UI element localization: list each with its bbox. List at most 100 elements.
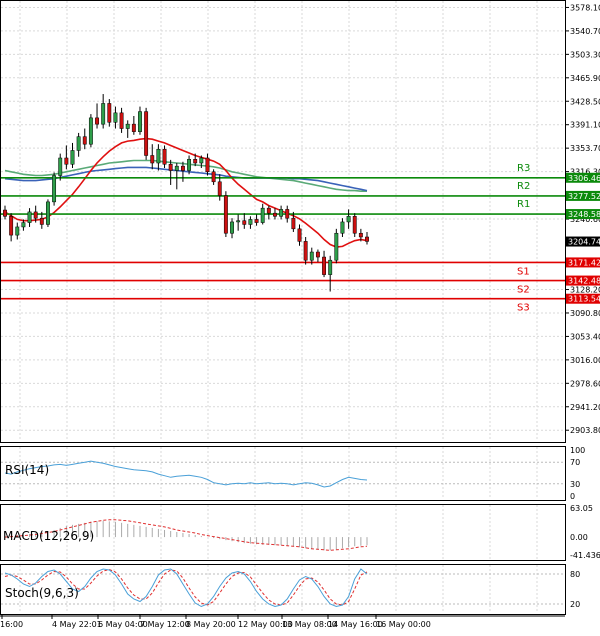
price-tick-label: 3353.70 [570, 144, 600, 153]
macd-signal-line [4, 519, 368, 551]
candle-body [101, 103, 106, 125]
pane-frame-rsi [0, 446, 566, 501]
candle-body [352, 216, 357, 234]
candle-body [223, 195, 228, 234]
candle-body [260, 207, 265, 223]
candle-body [52, 175, 57, 203]
candle-body [150, 155, 155, 164]
candle-body [266, 207, 271, 214]
ma-fast-line [4, 137, 368, 248]
level-price-box-R2 [566, 190, 600, 201]
macd-tick-label: -41.436 [570, 551, 600, 560]
macd-tick-label: 63.05 [570, 504, 593, 513]
pane-frame-main [0, 0, 566, 443]
pane-frame-macd [0, 504, 566, 561]
candle-body [39, 217, 44, 225]
candle-body [254, 219, 259, 223]
ma-slow-green-line [4, 159, 367, 192]
rsi-tick-label: 100 [570, 446, 585, 455]
price-tick-label: 3391.10 [570, 121, 600, 130]
level-name-R3: R3 [517, 163, 530, 174]
candle-body [315, 251, 320, 258]
candle-body [168, 164, 173, 171]
candle-body [340, 221, 345, 234]
level-price-box-S1 [566, 257, 600, 268]
candle-body [193, 158, 198, 164]
candle-body [236, 220, 241, 223]
candle-body [95, 117, 99, 125]
time-tick-label: 13 May 08:00 [282, 620, 337, 629]
price-tick-label: 3128.20 [570, 286, 600, 295]
level-price-box-S3 [566, 293, 600, 304]
ma-slow-blue-line [4, 166, 368, 192]
candle-body [76, 136, 81, 151]
candle-body [358, 232, 363, 238]
price-tick-label: 2941.20 [570, 403, 600, 412]
candle-body [205, 157, 210, 173]
level-name-S3: S3 [517, 303, 530, 314]
level-name-R1: R1 [517, 199, 530, 210]
candle-body [125, 123, 130, 129]
price-tick-label: 3316.30 [570, 168, 600, 177]
candle-body [303, 241, 308, 261]
price-tick-label: 3090.80 [570, 309, 600, 318]
price-tick-label: 3240.60 [570, 215, 600, 224]
candle-body [138, 111, 142, 132]
candle-body [365, 236, 369, 242]
level-name-S1: S1 [517, 266, 530, 277]
candle-body [33, 211, 38, 219]
candle-body [297, 228, 302, 242]
candle-body [273, 212, 277, 217]
price-tick-label: 3465.90 [570, 74, 600, 83]
candle-body [217, 181, 222, 196]
candle-body [88, 117, 93, 145]
candle-body [346, 216, 351, 223]
level-price-box-R1 [566, 209, 600, 220]
time-tick-label: 16:00 [0, 620, 23, 629]
level-price-box-R3 [566, 172, 600, 183]
candle-body [242, 220, 247, 225]
price-tick-label: 3540.70 [570, 27, 600, 36]
time-tick-label: 7 May 12:00 [140, 620, 190, 629]
candle-body [291, 217, 296, 230]
rsi-tick-label: 70 [570, 458, 580, 467]
time-tick-label: 16 May 00:00 [376, 620, 431, 629]
current-price-box [566, 236, 600, 247]
candle-body [119, 112, 124, 129]
candle-body [113, 112, 118, 123]
candle-body [211, 171, 216, 183]
level-price-label-S2: 3142.48 [568, 277, 600, 286]
stoch-label: Stoch(9,6,3) [5, 586, 79, 600]
candle-body [64, 157, 69, 165]
time-tick-label: 12 May 00:00 [238, 620, 293, 629]
candle-body [46, 201, 50, 225]
stoch-signal-line [4, 568, 368, 606]
candle-body [180, 165, 185, 171]
candle-body [156, 148, 161, 164]
level-price-box-S2 [566, 275, 600, 286]
candle-body [248, 219, 253, 225]
price-tick-label: 3053.40 [570, 332, 600, 341]
rsi-label: RSI(14) [5, 463, 49, 477]
stoch-tick-label: 80 [570, 570, 580, 579]
price-tick-label: 2978.60 [570, 379, 600, 388]
price-tick-label: 3428.50 [570, 97, 600, 106]
pane-frame-stoch [0, 564, 566, 615]
rsi-tick-label: 0 [570, 492, 575, 501]
candle-body [58, 157, 63, 176]
candle-body [144, 111, 149, 156]
candle-body [322, 256, 326, 275]
level-price-label-R1: 3248.58 [568, 210, 600, 219]
candle-body [27, 211, 32, 223]
candle-body [230, 221, 234, 234]
candle-body [328, 259, 333, 275]
rsi-line [4, 460, 368, 488]
candle-body [3, 209, 7, 217]
candle-body [21, 222, 26, 228]
time-tick-label: 14 May 16:00 [328, 620, 383, 629]
level-price-label-S1: 3171.42 [568, 258, 600, 267]
candle-body [334, 232, 339, 261]
level-price-label-S3: 3113.54 [568, 295, 600, 304]
